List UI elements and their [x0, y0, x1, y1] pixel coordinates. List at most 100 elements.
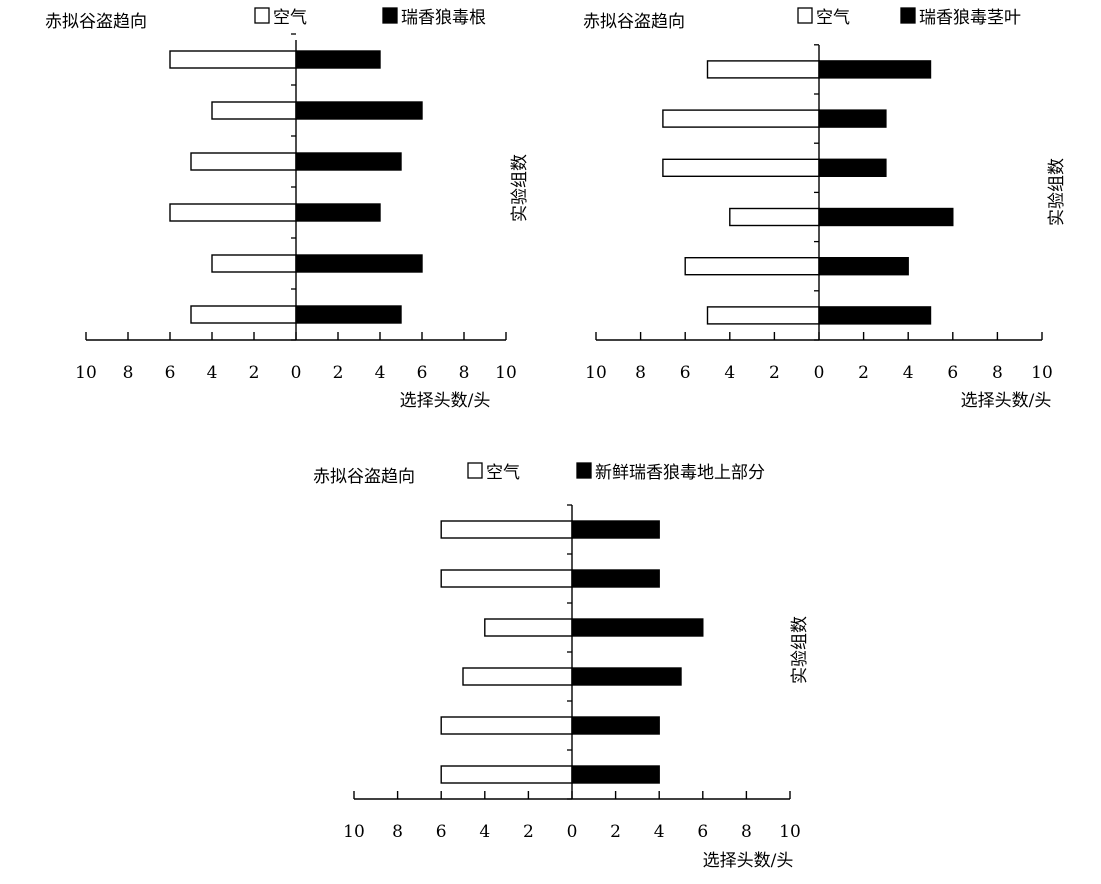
bar-air	[190, 152, 297, 171]
chart-svg: 赤拟谷盗趋向 空气 瑞香狼毒茎叶 10 8 6 4 2 0 2 4 6 8 10 选择头数/头 实验组数	[583, 7, 1067, 411]
bar-air	[662, 158, 820, 178]
bar-air	[190, 305, 297, 324]
bar-air	[440, 569, 573, 588]
bar-treatment	[818, 60, 932, 79]
x-tick-label: 4	[654, 822, 665, 842]
x-axis-label: 选择头数/头	[703, 851, 794, 871]
legend-swatch	[254, 7, 270, 24]
bar-treatment	[571, 667, 682, 686]
x-tick-label: 6	[165, 363, 176, 383]
bar-treatment	[818, 207, 954, 227]
x-tick-label: 2	[610, 822, 621, 842]
x-tick-label: 0	[291, 363, 302, 383]
legend-label: 空气	[273, 8, 307, 28]
chart-title: 赤拟谷盗趋向	[313, 467, 415, 487]
bar-treatment	[571, 520, 660, 539]
bar-treatment	[818, 257, 909, 276]
legend-item: 空气	[254, 7, 307, 28]
bar-air	[462, 667, 573, 686]
x-tick-label: 6	[436, 822, 447, 842]
x-tick-label: 2	[858, 363, 869, 383]
bar-air	[729, 207, 820, 227]
bar-treatment	[818, 306, 932, 325]
legend-label: 新鲜瑞香狼毒地上部分	[595, 463, 765, 483]
bar-treatment	[571, 716, 660, 735]
x-tick-label: 2	[249, 363, 260, 383]
x-tick-label: 6	[417, 363, 428, 383]
chart-fresh-aerial-panel: 赤拟谷盗趋向 空气 新鲜瑞香狼毒地上部分 10 8 6 4 2 0 2 4 6 8 10 选择头数/头 实验组…	[280, 445, 840, 884]
x-tick-label: 6	[947, 363, 958, 383]
legend-item: 瑞香狼毒茎叶	[900, 7, 1021, 28]
x-tick-label: 8	[459, 363, 470, 383]
x-tick-label: 10	[1031, 363, 1053, 383]
legend-item: 瑞香狼毒根	[382, 7, 486, 28]
bar-treatment	[571, 765, 660, 784]
legend-swatch	[797, 7, 813, 24]
x-tick-label: 2	[333, 363, 344, 383]
chart-stem-leaf-panel: 赤拟谷盗趋向 空气 瑞香狼毒茎叶 10 8 6 4 2 0 2 4 6 8 10 选择头数/头 实验组数	[550, 0, 1101, 430]
legend-item: 新鲜瑞香狼毒地上部分	[576, 462, 765, 483]
x-axis-label: 选择头数/头	[400, 391, 491, 411]
legend-item: 空气	[797, 7, 850, 28]
legend-swatch	[576, 462, 592, 479]
bar-treatment	[571, 569, 660, 588]
bar-treatment	[295, 305, 402, 324]
x-tick-label: 4	[724, 363, 735, 383]
x-tick-label: 8	[635, 363, 646, 383]
bar-treatment	[818, 109, 887, 128]
y-axis-label: 实验组数	[790, 616, 810, 684]
x-tick-label: 4	[375, 363, 386, 383]
x-tick-label: 10	[495, 363, 517, 383]
y-axis-label: 实验组数	[510, 154, 530, 222]
bar-treatment	[295, 50, 381, 69]
bar-air	[706, 306, 820, 325]
bar-air	[211, 101, 297, 120]
bar-treatment	[571, 618, 704, 637]
chart-title: 赤拟谷盗趋向	[45, 12, 147, 32]
bar-treatment	[295, 254, 423, 273]
legend-swatch	[900, 7, 916, 24]
bar-air	[211, 254, 297, 273]
bar-treatment	[295, 203, 381, 222]
bar-treatment	[295, 152, 402, 171]
x-tick-label: 10	[75, 363, 97, 383]
x-tick-label: 10	[779, 822, 801, 842]
bar-air	[684, 257, 820, 276]
x-tick-label: 4	[903, 363, 914, 383]
bar-air	[662, 109, 820, 128]
legend-label: 空气	[486, 463, 520, 483]
legend-label: 瑞香狼毒茎叶	[919, 8, 1021, 28]
y-axis-label: 实验组数	[1047, 158, 1067, 226]
x-tick-label: 10	[585, 363, 607, 383]
bar-air	[440, 716, 573, 735]
chart-root-panel: 赤拟谷盗趋向 空气 瑞香狼毒根 10 8 6 4 2 0 2 4 6 8 10 选择头数/头 实验组数	[0, 0, 550, 430]
bar-air	[169, 50, 297, 69]
legend-label: 瑞香狼毒根	[401, 8, 486, 28]
x-tick-label: 8	[741, 822, 752, 842]
legend-label: 空气	[816, 8, 850, 28]
x-tick-label: 2	[523, 822, 534, 842]
bar-air	[484, 618, 573, 637]
bar-treatment	[818, 158, 887, 178]
x-tick-label: 0	[567, 822, 578, 842]
x-tick-label: 8	[123, 363, 134, 383]
legend-swatch	[382, 7, 398, 24]
x-tick-label: 0	[814, 363, 825, 383]
legend-item: 空气	[467, 462, 520, 483]
bar-air	[706, 60, 820, 79]
x-tick-label: 8	[992, 363, 1003, 383]
x-tick-label: 6	[697, 822, 708, 842]
x-axis-label: 选择头数/头	[961, 391, 1052, 411]
x-tick-label: 10	[343, 822, 365, 842]
chart-svg: 赤拟谷盗趋向 空气 新鲜瑞香狼毒地上部分 10 8 6 4 2 0 2 4 6 8 10 选择头数/头 实验组…	[313, 462, 810, 871]
bar-treatment	[295, 101, 423, 120]
legend-swatch	[467, 462, 483, 479]
bar-air	[440, 765, 573, 784]
x-tick-label: 4	[479, 822, 490, 842]
x-tick-label: 8	[392, 822, 403, 842]
x-tick-label: 4	[207, 363, 218, 383]
x-tick-label: 2	[769, 363, 780, 383]
bar-air	[169, 203, 297, 222]
x-tick-label: 6	[680, 363, 691, 383]
